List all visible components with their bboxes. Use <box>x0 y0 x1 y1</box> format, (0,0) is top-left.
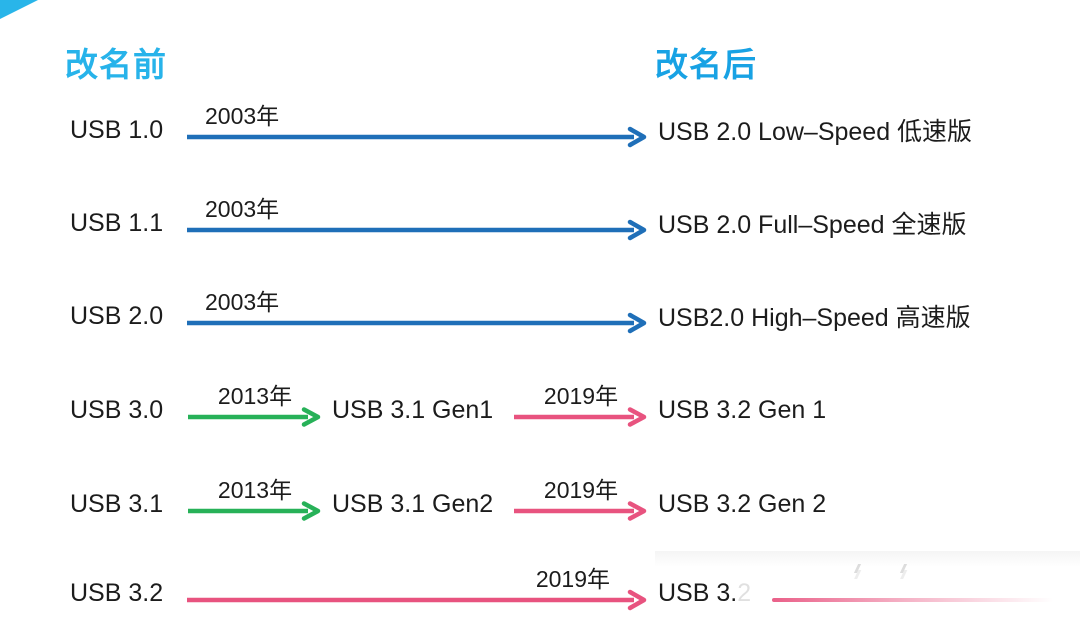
new-name-label: USB 3.2 Gen 2 <box>658 489 827 518</box>
old-name-label: USB 2.0 <box>70 301 164 330</box>
new-name-label: USB 3. 2 <box>658 570 751 616</box>
arrow-right-icon <box>514 501 647 521</box>
year-label: 2003年 <box>205 103 280 129</box>
arrow-right-icon <box>188 501 321 521</box>
rename-arrow: 2019年 <box>514 477 648 541</box>
rename-arrow: 2013年 <box>188 477 322 541</box>
rename-arrow: 2003年 <box>185 196 648 260</box>
mapping-row: USB 3.2 2019年 USB 3. 2 <box>0 566 1080 630</box>
mapping-row: USB 3.1 2013年 USB 3.1 Gen2 2019年 USB 3.2… <box>0 477 1080 541</box>
new-name-label: USB2.0 High–Speed 高速版 <box>658 304 971 332</box>
arrow-right-icon <box>187 312 647 334</box>
corner-accent-shape <box>0 0 38 19</box>
erased-character: 2 <box>737 578 752 607</box>
column-header-before: 改名前 <box>65 46 167 83</box>
year-label: 2003年 <box>205 196 280 222</box>
old-name-label: USB 3.0 <box>70 395 164 424</box>
rename-arrow: 2013年 <box>188 383 322 447</box>
arrow-right-icon <box>187 126 647 148</box>
rename-arrow: 2019年 <box>514 383 648 447</box>
new-name-label: USB 2.0 Full–Speed 全速版 <box>658 211 967 239</box>
rename-arrow: 2019年 <box>185 566 648 630</box>
old-name-label: USB 3.1 <box>70 489 164 518</box>
mapping-row: USB 3.0 2013年 USB 3.1 Gen1 2019年 USB 3.2… <box>0 383 1080 447</box>
watermark-remnant-band <box>655 551 1080 567</box>
year-label: 2019年 <box>543 383 619 409</box>
arrow-right-icon <box>188 407 321 427</box>
rename-arrow: 2003年 <box>185 289 648 353</box>
mapping-row: USB 1.1 2003年 USB 2.0 Full–Speed 全速版 <box>0 196 1080 260</box>
arrow-right-icon <box>514 407 647 427</box>
year-label: 2003年 <box>205 289 280 315</box>
rename-arrow: 2003年 <box>185 103 648 167</box>
intermediate-name-label: USB 3.1 Gen2 <box>332 489 494 518</box>
intermediate-name-label: USB 3.1 Gen1 <box>332 395 494 424</box>
new-name-text: USB 3. <box>658 578 738 607</box>
faded-arrow-line <box>772 598 1065 602</box>
old-name-label: USB 1.0 <box>70 115 164 144</box>
year-label: 2013年 <box>217 477 293 503</box>
year-label: 2019年 <box>543 477 619 503</box>
mapping-row: USB 2.0 2003年 USB2.0 High–Speed 高速版 <box>0 289 1080 353</box>
mapping-row: USB 1.0 2003年 USB 2.0 Low–Speed 低速版 <box>0 103 1080 167</box>
new-name-label: USB 3.2 Gen 1 <box>658 395 827 424</box>
arrow-right-icon <box>187 589 647 611</box>
arrow-right-icon <box>187 219 647 241</box>
column-header-after: 改名后 <box>655 46 757 83</box>
old-name-label: USB 3.2 <box>70 578 164 607</box>
new-name-label: USB 2.0 Low–Speed 低速版 <box>658 118 973 146</box>
old-name-label: USB 1.1 <box>70 208 164 237</box>
year-label: 2013年 <box>217 383 293 409</box>
year-label: 2019年 <box>535 566 610 592</box>
